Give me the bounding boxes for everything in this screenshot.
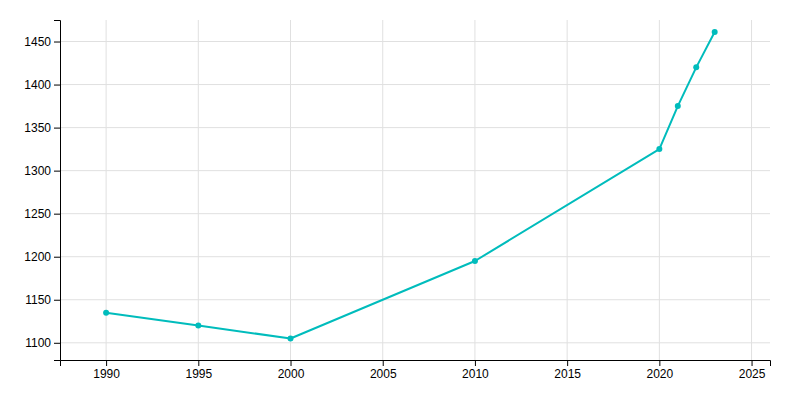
- tick-label: 1350: [24, 121, 51, 135]
- tick-label: 2025: [739, 367, 766, 381]
- tick-mark: [475, 360, 476, 366]
- grid-line-y: [60, 41, 770, 42]
- line: [106, 32, 715, 338]
- tick: 2015: [554, 360, 581, 381]
- grid-line-y: [60, 256, 770, 257]
- grid-line-x: [751, 20, 752, 360]
- tick: 1200: [24, 250, 60, 264]
- tick: 1250: [24, 207, 60, 221]
- grid-line-x: [382, 20, 383, 360]
- tick-mark: [567, 360, 568, 366]
- tick-mark: [54, 171, 60, 172]
- marker: [103, 310, 109, 316]
- tick-label: 1450: [24, 35, 51, 49]
- tick: 2020: [646, 360, 673, 381]
- tick-mark: [54, 300, 60, 301]
- series: [103, 29, 718, 341]
- tick-label: 2005: [370, 367, 397, 381]
- tick-mark: [54, 85, 60, 86]
- axis-line: [54, 21, 61, 361]
- tick-label: 1990: [93, 367, 120, 381]
- tick-label: 1300: [24, 164, 51, 178]
- marker: [472, 258, 478, 264]
- tick-mark: [54, 42, 60, 43]
- grid-line-x: [659, 20, 660, 360]
- tick: 2025: [739, 360, 766, 381]
- tick-mark: [54, 214, 60, 215]
- tick-label: 2020: [646, 367, 673, 381]
- marker: [675, 103, 681, 109]
- tick: 1450: [24, 35, 60, 49]
- tick: 1995: [185, 360, 212, 381]
- tick: 1400: [24, 78, 60, 92]
- tick-mark: [383, 360, 384, 366]
- grid-line-x: [290, 20, 291, 360]
- tick-mark: [752, 360, 753, 366]
- grid-line-y: [60, 213, 770, 214]
- marker: [656, 146, 662, 152]
- tick: 1350: [24, 121, 60, 135]
- tick-mark: [291, 360, 292, 366]
- tick-label: 1250: [24, 207, 51, 221]
- tick: 1300: [24, 164, 60, 178]
- tick-label: 2015: [554, 367, 581, 381]
- tick-label: 1150: [25, 293, 51, 307]
- grid-line-x: [567, 20, 568, 360]
- axis-line: [61, 361, 771, 367]
- grid-line-y: [60, 170, 770, 171]
- grid-line-x: [474, 20, 475, 360]
- chart: 1990 1995 2000 2005 2010 2015 2020 2025 1100 1150…: [0, 0, 800, 400]
- grid-line-y: [60, 84, 770, 85]
- tick: 2005: [370, 360, 397, 381]
- tick: 2010: [462, 360, 489, 381]
- tick-label: 2010: [462, 367, 489, 381]
- tick-label: 1400: [24, 78, 51, 92]
- grid-line-y: [60, 342, 770, 343]
- marker: [693, 64, 699, 70]
- grid: [60, 20, 770, 360]
- marker: [712, 29, 718, 35]
- tick-mark: [54, 343, 60, 344]
- grid-line-x: [198, 20, 199, 360]
- tick: 1100: [25, 336, 60, 350]
- tick: 1990: [93, 360, 120, 381]
- tick-mark: [659, 360, 660, 366]
- marker: [288, 335, 294, 341]
- grid-line-x: [106, 20, 107, 360]
- tick-mark: [198, 360, 199, 366]
- tick-mark: [54, 128, 60, 129]
- tick-label: 1995: [185, 367, 212, 381]
- tick-label: 2000: [278, 367, 305, 381]
- tick-mark: [54, 257, 60, 258]
- tick-label: 1100: [25, 336, 51, 350]
- x-axis: 1990 1995 2000 2005 2010 2015 2020 2025: [61, 360, 771, 381]
- y-axis: 1100 1150 1200 1250 1300 1350 1400 1450: [24, 21, 60, 361]
- grid-line-y: [60, 127, 770, 128]
- grid-line-y: [60, 299, 770, 300]
- tick-mark: [106, 360, 107, 366]
- plot: 1990 1995 2000 2005 2010 2015 2020 2025 1100 1150…: [24, 20, 770, 381]
- tick: 2000: [278, 360, 305, 381]
- marker: [195, 323, 201, 329]
- tick-label: 1200: [24, 250, 51, 264]
- tick: 1150: [25, 293, 60, 307]
